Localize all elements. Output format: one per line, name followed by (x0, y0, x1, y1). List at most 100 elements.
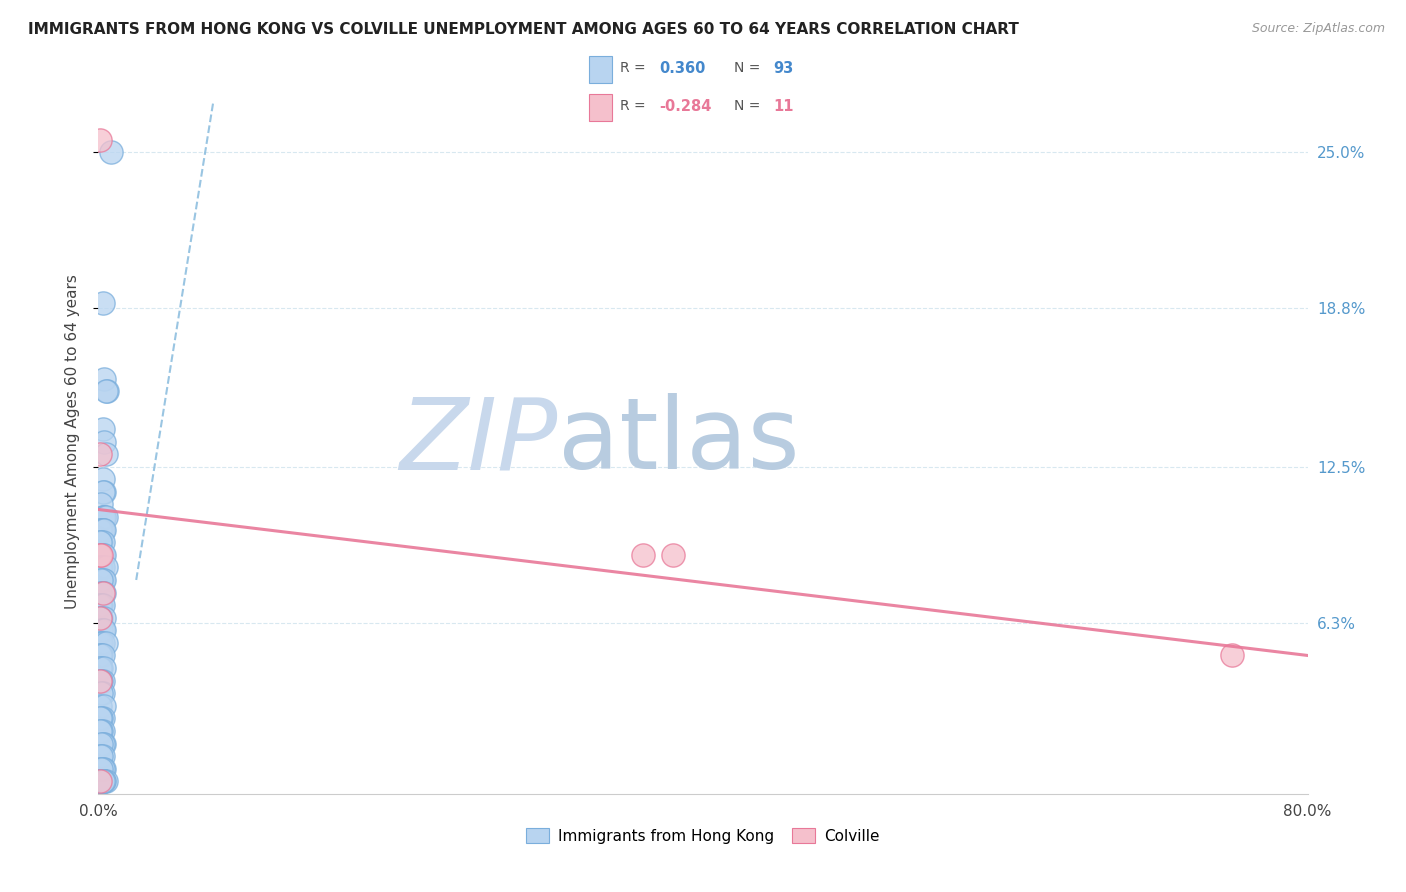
Point (90, 573, 112, 587)
Point (90, 498, 112, 512)
Point (90, 535, 112, 549)
Point (1220, 648, 1243, 663)
Point (93, 548, 115, 562)
Point (93, 573, 115, 587)
Point (93, 510, 115, 524)
Point (90, 624, 112, 638)
Point (89, 611, 111, 625)
Point (93, 523, 115, 537)
Text: R =: R = (620, 100, 650, 113)
Text: Source: ZipAtlas.com: Source: ZipAtlas.com (1251, 22, 1385, 36)
Point (96, 384, 118, 399)
Point (91, 762, 114, 776)
Point (91, 523, 114, 537)
Point (90, 711, 112, 725)
Point (91, 535, 114, 549)
Point (89, 648, 111, 663)
Point (91, 585, 114, 599)
Point (93, 611, 115, 625)
Point (89, 762, 111, 776)
Point (94, 510, 117, 524)
Point (91, 648, 114, 663)
Point (93, 774, 115, 789)
Point (89, 535, 111, 549)
Point (93, 371, 115, 385)
Point (93, 624, 115, 638)
Point (89, 698, 111, 713)
Bar (589, 94, 612, 120)
Point (91, 711, 114, 725)
Text: 0.360: 0.360 (659, 61, 706, 76)
Point (91, 723, 114, 738)
Point (91, 560, 114, 574)
Point (91, 598, 114, 612)
Point (89, 774, 111, 789)
Point (93, 585, 115, 599)
Point (89, 673, 111, 688)
Point (93, 661, 115, 675)
Point (90, 774, 112, 789)
Point (89, 774, 111, 789)
Point (91, 296, 114, 310)
Y-axis label: Unemployment Among Ages 60 to 64 years: Unemployment Among Ages 60 to 64 years (65, 274, 80, 609)
Text: R =: R = (620, 62, 650, 75)
Point (91, 749, 114, 764)
Point (90, 648, 112, 663)
Point (91, 484, 114, 499)
Point (91, 774, 114, 789)
Point (94, 636, 117, 650)
Point (90, 523, 112, 537)
Point (89, 723, 111, 738)
Point (90, 661, 112, 675)
Point (93, 774, 115, 789)
Point (94, 774, 117, 789)
Point (93, 737, 115, 751)
Point (93, 510, 115, 524)
Point (89, 132, 111, 146)
Point (91, 585, 114, 599)
Point (89, 749, 111, 764)
Point (91, 472, 114, 486)
Point (93, 762, 115, 776)
Point (90, 548, 112, 562)
Point (90, 673, 112, 688)
Point (91, 774, 114, 789)
Text: 11: 11 (773, 99, 794, 114)
Point (90, 686, 112, 700)
Point (89, 447, 111, 461)
Point (89, 598, 111, 612)
Text: IMMIGRANTS FROM HONG KONG VS COLVILLE UNEMPLOYMENT AMONG AGES 60 TO 64 YEARS COR: IMMIGRANTS FROM HONG KONG VS COLVILLE UN… (28, 22, 1019, 37)
Point (90, 762, 112, 776)
Point (100, 145, 122, 160)
Text: N =: N = (734, 100, 765, 113)
Point (90, 560, 112, 574)
Point (94, 560, 117, 574)
Point (89, 548, 111, 562)
Point (91, 636, 114, 650)
Point (91, 774, 114, 789)
Point (90, 611, 112, 625)
Bar (589, 55, 612, 83)
Point (89, 774, 111, 789)
Point (90, 636, 112, 650)
Point (90, 774, 112, 789)
Point (89, 560, 111, 574)
Point (90, 548, 112, 562)
Point (90, 573, 112, 587)
Point (89, 661, 111, 675)
Text: ZIP: ZIP (399, 393, 558, 490)
Text: 93: 93 (773, 61, 793, 76)
Text: N =: N = (734, 62, 765, 75)
Point (89, 711, 111, 725)
Point (91, 548, 114, 562)
Point (91, 774, 114, 789)
Point (91, 523, 114, 537)
Point (661, 548, 683, 562)
Point (90, 749, 112, 764)
Legend: Immigrants from Hong Kong, Colville: Immigrants from Hong Kong, Colville (520, 822, 886, 850)
Point (89, 585, 111, 599)
Point (89, 673, 111, 688)
Point (91, 573, 114, 587)
Point (89, 636, 111, 650)
Point (93, 698, 115, 713)
